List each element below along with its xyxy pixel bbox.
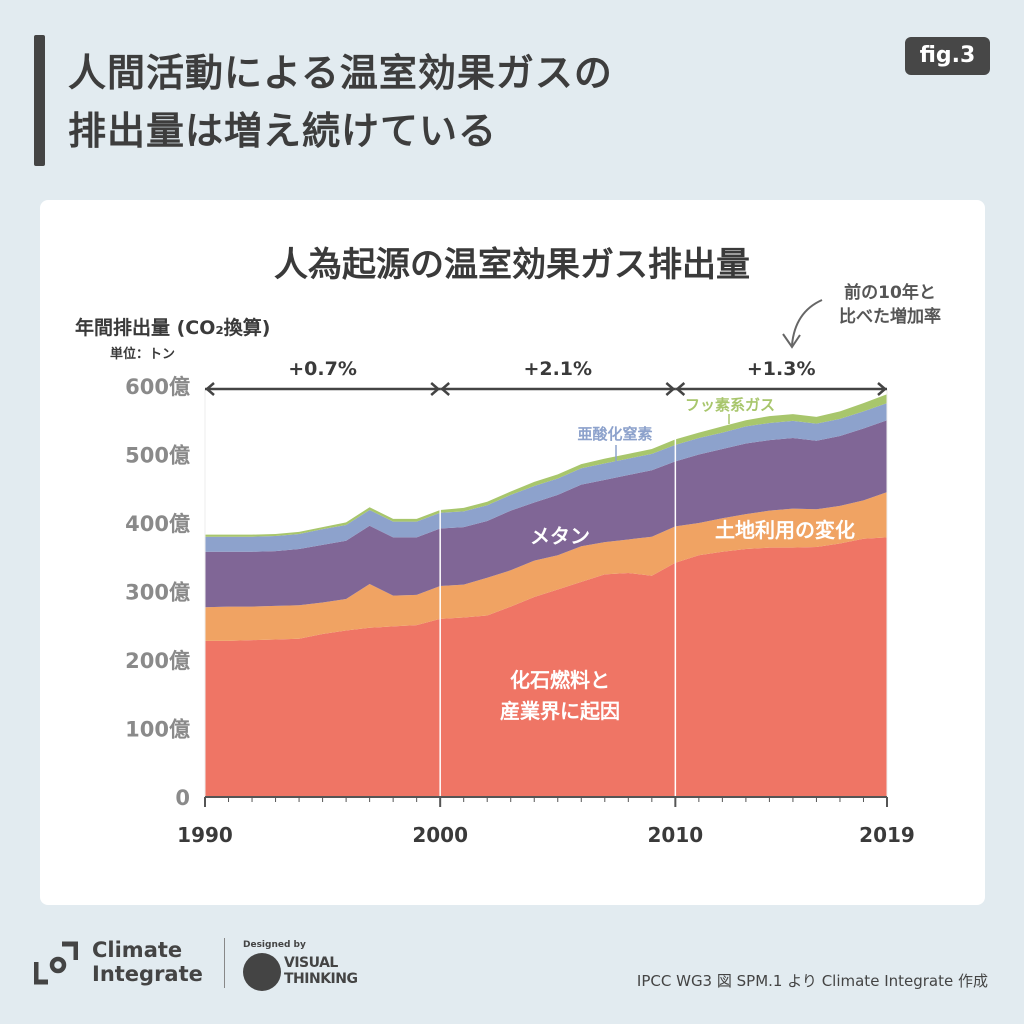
period-label-2: +2.1% <box>523 358 592 380</box>
source-credit: IPCC WG3 図 SPM.1 より Climate Integrate 作成 <box>636 972 988 990</box>
label-fossil-line1: 化石燃料と <box>510 668 610 692</box>
annotation-line1: 前の10年と <box>844 282 936 303</box>
label-fgas: フッ素系ガス <box>685 396 775 414</box>
y-tick-label: 500億 <box>125 444 190 468</box>
arrowhead-left-icon <box>675 382 686 396</box>
area-series-5 <box>205 394 887 537</box>
page-title-line2: 排出量は増え続けている <box>68 109 498 153</box>
brand-line2: Integrate <box>92 962 203 986</box>
area-layers <box>205 394 887 797</box>
arrowhead-left-icon <box>440 382 450 396</box>
y-tick-label: 600億 <box>125 375 190 399</box>
area-series-4 <box>205 403 887 552</box>
y-axis-title: 年間排出量 (CO₂換算) <box>75 316 270 339</box>
period-arrows: +0.7% +2.1% +1.3% <box>205 358 887 396</box>
x-tick-label: 1990 <box>177 823 233 847</box>
designer-name: VISUAL THINKING <box>284 955 358 987</box>
area-series-2 <box>205 492 887 641</box>
y-tick-label: 300億 <box>125 581 190 605</box>
x-tick-label: 2010 <box>648 823 704 847</box>
period-label-1: +0.7% <box>288 358 357 380</box>
annotation-curved-arrow-icon <box>782 299 823 349</box>
title-accent-bar <box>34 35 45 166</box>
x-tick-label: 2019 <box>859 823 915 847</box>
arrowhead-left-icon <box>205 382 215 396</box>
annotation-line2: 比べた増加率 <box>839 306 941 327</box>
visual-thinking-logo-icon <box>243 953 281 991</box>
label-n2o: 亜酸化窒素 <box>577 425 652 443</box>
chart-title: 人為起源の温室効果ガス排出量 <box>274 245 750 285</box>
arrowhead-right-icon <box>665 382 676 396</box>
designed-by: Designed by <box>243 940 306 950</box>
page-title-line1: 人間活動による温室効果ガスの <box>68 51 613 95</box>
x-axis: 1990 2000 2010 2019 <box>177 796 915 847</box>
period-label-3: +1.3% <box>747 358 816 380</box>
y-tick-label: 400億 <box>125 512 190 536</box>
x-tick-label: 2000 <box>412 823 468 847</box>
label-land-use: 土地利用の変化 <box>715 518 855 542</box>
footer-divider <box>224 938 225 988</box>
unit-note: 単位：トン <box>110 346 175 362</box>
area-series-1 <box>205 537 887 797</box>
brand-line1: Climate <box>92 938 183 962</box>
page-title: 人間活動による温室効果ガスの 排出量は増え続けている <box>68 44 613 160</box>
arrowhead-right-icon <box>877 382 887 396</box>
period-dividers <box>204 389 888 797</box>
climate-integrate-logo-icon <box>34 941 78 985</box>
y-axis: 0 100億 200億 300億 400億 500億 600億 <box>125 375 190 810</box>
y-tick-label: 100億 <box>125 718 190 742</box>
figure-badge: fig.3 <box>905 37 990 75</box>
arrowhead-right-icon <box>430 382 441 396</box>
y-tick-label: 0 <box>175 786 190 810</box>
label-methane: メタン <box>530 524 590 548</box>
designer-line2: THINKING <box>284 971 358 987</box>
designer-line1: VISUAL <box>284 955 338 971</box>
brand-name: Climate Integrate <box>92 938 203 986</box>
label-fossil-line2: 産業界に起因 <box>500 699 620 723</box>
y-tick-label: 200億 <box>125 649 190 673</box>
area-series-3 <box>205 420 887 608</box>
